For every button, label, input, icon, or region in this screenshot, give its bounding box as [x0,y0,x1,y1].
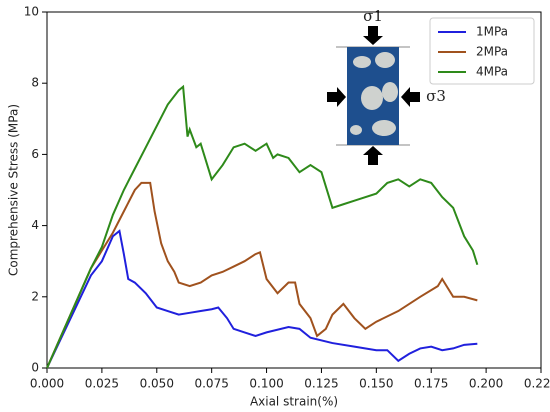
y-tick-label: 4 [31,218,39,232]
y-tick-label: 6 [31,147,39,161]
inset-grain [375,52,395,68]
inset-grain [353,56,371,68]
series-line [46,181,478,369]
series-line [46,84,479,369]
y-tick-label: 8 [31,76,39,90]
x-tick-label: 0.150 [359,377,393,391]
x-tick-label: 0.000 [30,377,64,391]
x-tick-label: 0.075 [194,377,228,391]
y-tick-label: 0 [31,361,39,375]
x-tick-label: 0.175 [414,377,448,391]
arrow [401,87,420,107]
inset-grain [361,86,383,110]
x-tick-label: 0.025 [85,377,119,391]
x-tick-label: 0.125 [304,377,338,391]
x-tick-label: 0.225 [524,377,550,391]
legend-label: 1MPa [476,25,508,39]
plot-frame [46,11,542,369]
y-axis-label: Comprehensive Stress (MPa) [7,104,21,276]
inset-grain [382,82,398,102]
series-line [46,229,478,369]
annotation: σ3 [426,87,446,105]
legend-label: 2MPa [476,45,508,59]
x-tick-label: 0.200 [469,377,503,391]
x-tick-label: 0.050 [140,377,174,391]
inset-grain [350,125,362,135]
arrow [363,146,383,165]
y-tick-label: 10 [24,5,39,19]
annotation: σ1 [363,7,383,25]
inset-specimen: σ1 σ3 [327,7,446,165]
arrow [363,26,383,45]
inset-grain [372,120,396,136]
y-tick-label: 2 [31,289,39,303]
legend-box [429,17,535,85]
x-tick-label: 0.100 [249,377,283,391]
legend-label: 4MPa [476,65,508,79]
arrow [327,87,346,107]
x-axis-label: Axial strain(%) [250,395,338,409]
